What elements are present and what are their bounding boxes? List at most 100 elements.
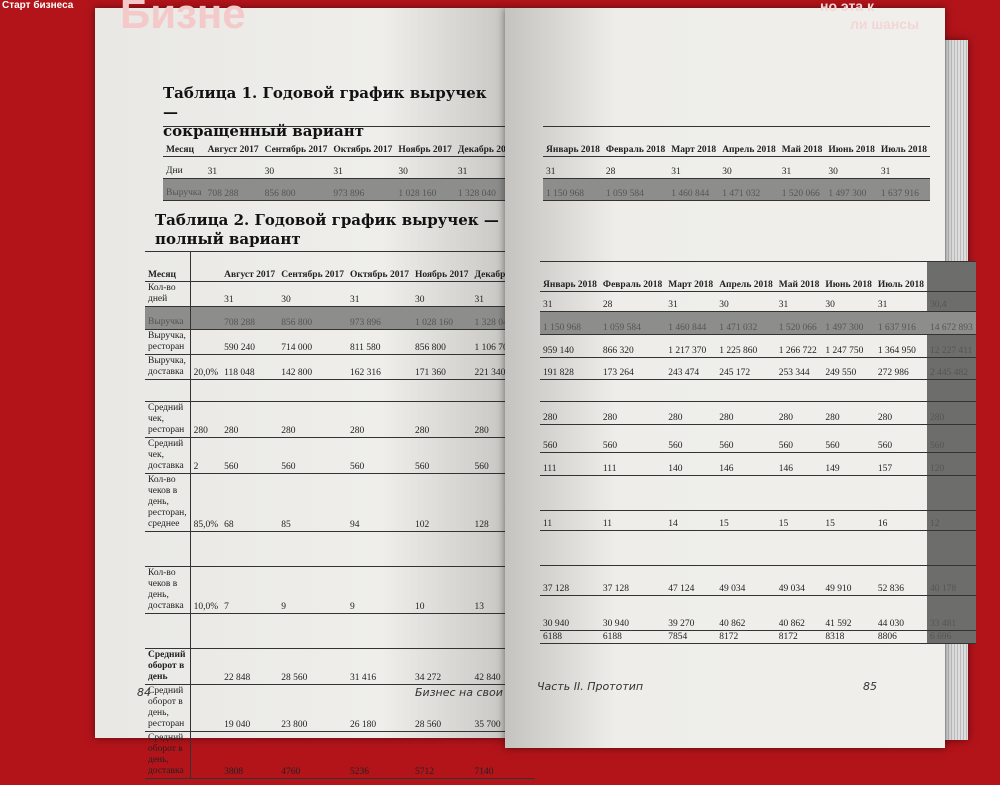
- table-cell: [874, 379, 928, 402]
- table-row: Выручка, ресторан 590 240 714 000 811 580 85…: [145, 329, 535, 355]
- table-cell: 1 266 722: [775, 334, 823, 358]
- table-cell: 1 364 950: [874, 334, 928, 358]
- table-cell: 2 445 482: [927, 357, 976, 380]
- table-cell: 191 828: [540, 357, 600, 380]
- table-cell: 5236: [346, 731, 412, 779]
- table-cell: [775, 379, 823, 402]
- table-cell: 1 497 300: [822, 311, 875, 335]
- table-cell: 111: [599, 452, 666, 476]
- table-cell: 30 940: [540, 595, 600, 631]
- table-cell: 1 637 916: [874, 311, 928, 335]
- table-cell: 280: [190, 401, 222, 438]
- table-cell: 19 040: [221, 684, 279, 732]
- table-cell: [145, 613, 191, 649]
- table-row: Кол-во чеков в день, доставка 10,0% 7 9 9 10 1…: [145, 566, 535, 614]
- table-cell: [411, 613, 472, 649]
- table-cell: 162 316: [346, 354, 412, 380]
- table-cell: 560: [221, 437, 279, 474]
- table-cell: Февраль 2018: [599, 261, 666, 292]
- table-cell: Июнь 2018: [822, 261, 875, 292]
- table-cell: 243 474: [665, 357, 717, 380]
- table-cell: 33 481: [927, 595, 976, 631]
- table-cell: 157: [874, 452, 928, 476]
- table-cell: 708 288: [221, 306, 279, 330]
- table-cell: [346, 379, 412, 402]
- table-cell: 8172: [775, 630, 823, 644]
- table-row: [145, 531, 535, 567]
- table-cell: 280: [346, 401, 412, 438]
- table-cell: 1 028 160: [411, 306, 472, 330]
- table-row: Средний чек, доставка 2 560 560 560 560 560: [145, 437, 535, 474]
- table-cell: 5712: [411, 731, 472, 779]
- table-cell: 31: [330, 156, 396, 179]
- table-cell: [874, 475, 928, 511]
- table-cell: [927, 379, 976, 402]
- table-cell: 1 328 040: [454, 178, 519, 201]
- table-cell: 4760: [278, 731, 347, 779]
- table-row: Средний оборот в день, доставка 3808 4760 5…: [145, 731, 535, 779]
- table-cell: 280: [822, 401, 875, 425]
- table-row: 31 28 31 30 31 30 31 30,4: [540, 291, 976, 312]
- table-cell: [775, 475, 823, 511]
- table-cell: [278, 379, 347, 402]
- table-cell: 253 344: [775, 357, 823, 380]
- table-header-row: Январь 2018 Февраль 2018 Март 2018 Апрель 2…: [540, 261, 976, 292]
- table-row: 37 128 37 128 47 124 49 034 49 034 49 910 52 8…: [540, 565, 976, 596]
- table-cell: 37 128: [599, 565, 666, 596]
- table-cell: 560: [599, 424, 666, 453]
- table-cell: 12: [927, 510, 976, 531]
- table-cell: 173 264: [599, 357, 666, 380]
- table-cell: 856 800: [261, 178, 331, 201]
- table-cell: 30: [261, 156, 331, 179]
- table-cell: 15: [822, 510, 875, 531]
- table-cell: 9: [278, 566, 347, 614]
- table2-left: Месяц Август 2017 Сентябрь 2017 Октябрь 201…: [145, 251, 535, 779]
- table-cell: 7: [221, 566, 279, 614]
- table-cell: 120: [927, 452, 976, 476]
- table-row: [540, 475, 976, 511]
- table-cell: 30: [825, 156, 878, 179]
- table-cell: 15: [775, 510, 823, 531]
- table-cell: 280: [775, 401, 823, 425]
- table-cell: 14: [665, 510, 717, 531]
- table-row: Кол-во чеков в день, ресторан, среднее 85…: [145, 473, 535, 532]
- running-title-right: Часть II. Прототип: [537, 680, 644, 693]
- table-cell: 11: [540, 510, 600, 531]
- table-cell: 149: [822, 452, 875, 476]
- table-cell: [221, 379, 279, 402]
- table-cell: [822, 475, 875, 511]
- table-cell: Март 2018: [668, 126, 720, 157]
- table-cell: 1 520 066: [775, 311, 823, 335]
- table-cell: [190, 329, 222, 355]
- table-row: 6188 6188 7854 8172 8172 8318 8806 6 696: [540, 630, 976, 644]
- table-cell: 1 225 860: [716, 334, 776, 358]
- table-cell: 272 986: [874, 357, 928, 380]
- cover-text-right-2: ли шансы: [850, 16, 920, 32]
- table-row: Выручка 708 288 856 800 973 896 1 028 160 1 3…: [145, 306, 535, 330]
- table-cell: [716, 475, 776, 511]
- table-cell: Выручка: [145, 306, 191, 330]
- table-cell: 49 034: [775, 565, 823, 596]
- table-cell: 30: [395, 156, 455, 179]
- table-cell: [822, 379, 875, 402]
- table-cell: 30: [278, 281, 347, 307]
- table-header-row: Месяц Август 2017 Сентябрь 2017 Октябрь 201…: [163, 126, 519, 157]
- table-cell: 31: [346, 281, 412, 307]
- table-header-row: Январь 2018 Февраль 2018 Март 2018 Апрель 2…: [543, 126, 931, 157]
- table-cell: 30,4: [927, 291, 976, 312]
- table-cell: 1 460 844: [668, 178, 720, 201]
- table-cell: Ноябрь 2017: [411, 251, 472, 282]
- table-row: Выручка 708 288 856 800 973 896 1 028 160 1 3…: [163, 178, 519, 201]
- table-cell: 7854: [665, 630, 717, 644]
- table-cell: 40 178: [927, 565, 976, 596]
- table-cell: 8806: [874, 630, 928, 644]
- table-cell: Ноябрь 2017: [395, 126, 455, 157]
- table-cell: 23 800: [278, 684, 347, 732]
- table-cell: 560: [411, 437, 472, 474]
- table-cell: 26 180: [346, 684, 412, 732]
- table-cell: 31: [221, 281, 279, 307]
- table-cell: 1 520 066: [778, 178, 826, 201]
- table2-title-line2: полный вариант: [155, 230, 301, 248]
- table-cell: 111: [540, 452, 600, 476]
- table-cell: 560: [874, 424, 928, 453]
